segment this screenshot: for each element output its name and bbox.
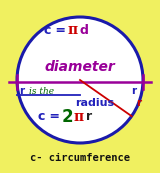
Text: d: d [80, 24, 89, 37]
Text: π: π [74, 110, 84, 124]
Text: c: c [44, 24, 51, 37]
Text: r: r [136, 98, 141, 108]
Circle shape [17, 17, 143, 143]
Text: r: r [19, 86, 24, 96]
Text: diameter: diameter [45, 60, 115, 74]
Text: r: r [86, 111, 92, 124]
Text: is the: is the [29, 86, 54, 95]
Text: c- circumference: c- circumference [30, 153, 130, 163]
Text: 2: 2 [62, 108, 74, 126]
Text: =: = [51, 24, 70, 37]
Text: =: = [45, 111, 64, 124]
Text: c: c [38, 111, 45, 124]
Text: π: π [68, 23, 78, 37]
Text: r: r [131, 86, 136, 96]
Text: radius: radius [75, 98, 114, 108]
